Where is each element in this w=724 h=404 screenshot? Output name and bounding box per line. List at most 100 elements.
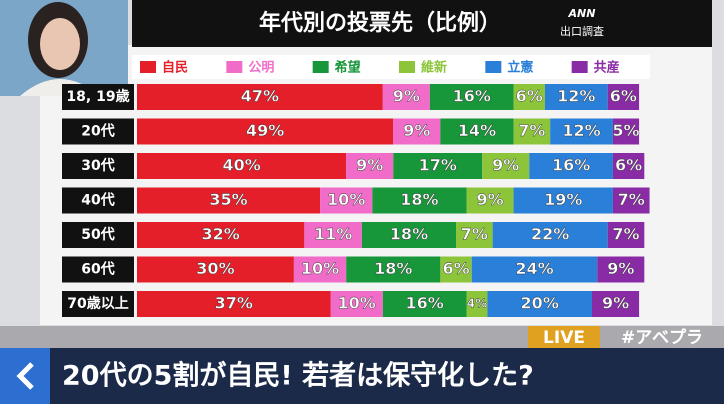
value-label: 10% [338,294,376,313]
value-label: 22% [531,225,569,244]
value-label: 6% [615,156,642,175]
bar-segment [137,84,383,110]
legend-swatch [399,61,415,73]
bar-segment [471,256,598,283]
category-label: 70歳以上 [67,295,128,312]
value-label: 10% [327,190,365,209]
value-label: 9% [403,121,430,140]
live-bar [0,326,724,348]
value-label: 47% [241,87,279,106]
hashtag: #アベプラ [621,327,703,348]
category-label: 18, 19歳 [66,88,129,105]
value-label: 7% [618,190,645,209]
bar-segment [137,222,305,248]
legend-label: 希望 [335,60,361,76]
value-label: 20% [521,294,559,313]
live-label: LIVE [543,328,585,348]
bar-segment [456,222,493,248]
value-label: 16% [406,294,444,313]
value-label: 37% [215,294,253,313]
bar-segment [487,291,593,317]
source-logo: ANN [568,7,596,20]
bar-segment [607,222,645,248]
legend-label: 立憲 [507,60,533,76]
bar-segment [137,187,321,214]
bar-segment [382,84,430,110]
bar-segment [466,291,488,317]
legend-swatch [312,61,329,73]
back-button[interactable] [0,348,50,404]
value-label: 49% [246,121,284,140]
bar-segment [597,256,645,283]
value-label: 19% [544,190,582,209]
bar-segment [393,118,441,145]
bar-segment [137,118,394,145]
value-label: 18% [400,190,438,209]
legend-label: 自民 [162,60,188,76]
bar-segment [513,118,551,145]
value-label: 32% [202,225,240,244]
bar-segment [429,84,514,110]
value-label: 16% [453,87,491,106]
category-label: 40代 [81,192,114,209]
bar-segment [466,187,514,214]
presenter [0,0,128,96]
bar-segment [361,222,457,248]
bar-segment [612,187,650,214]
value-label: 9% [476,190,503,209]
bar-segment [440,118,514,145]
legend-swatch [571,61,588,73]
bar-segment [492,222,608,248]
source-label: 出口調査 [560,24,604,38]
bar-segment [550,118,613,145]
value-label: 18% [390,225,428,244]
value-label: 12% [557,87,595,106]
category-box [62,118,134,145]
value-label: 9% [607,259,634,278]
value-label: 16% [552,156,590,175]
bar-segment [346,153,394,179]
value-label: 5% [612,121,639,140]
value-label: 6% [610,87,637,106]
value-label: 10% [301,259,339,278]
legend-swatch [140,61,156,73]
legend-label: 維新 [421,60,447,76]
value-label: 6% [516,87,543,106]
chart-title: 年代別の投票先（比例） [259,10,501,36]
value-label: 4% [467,297,487,311]
legend-swatch [485,61,502,73]
bar-segment [137,256,294,283]
category-box [62,187,134,214]
bar-segment [612,118,640,145]
bar-segment [346,256,441,283]
bar-segment [529,153,613,179]
value-label: 30% [196,259,234,278]
value-label: 6% [442,259,469,278]
category-box [62,256,134,283]
bar-segment [592,291,640,317]
value-label: 7% [461,225,488,244]
bar-segment [137,291,331,317]
value-label: 9% [356,156,383,175]
bar-segment [320,187,373,214]
bar-segment [607,84,640,110]
value-label: 9% [492,156,519,175]
value-label: 35% [209,190,247,209]
category-label: 50代 [81,226,114,243]
bar-segment [513,84,545,110]
bar-segment [612,153,645,179]
value-label: 24% [515,259,553,278]
bar-segment [393,153,483,179]
bar-segment [482,153,530,179]
bar-segment [513,187,613,214]
value-label: 14% [458,121,496,140]
value-label: 7% [518,121,545,140]
live-badge [528,326,600,348]
category-box [62,291,134,317]
value-label: 12% [562,121,600,140]
category-box [62,84,134,110]
legend-label: 共産 [594,60,620,76]
legend-box [132,55,650,79]
value-label: 40% [222,156,260,175]
